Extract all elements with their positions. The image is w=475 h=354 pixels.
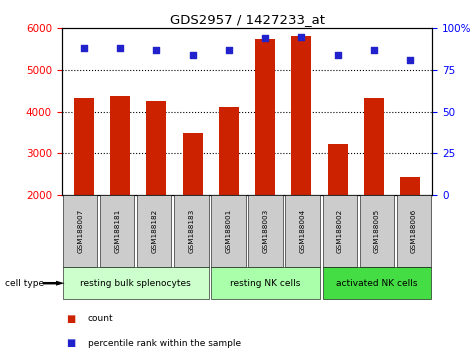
Point	[370, 47, 378, 53]
Text: GSM188001: GSM188001	[226, 209, 231, 253]
Point	[80, 45, 87, 51]
Text: ■: ■	[66, 314, 76, 324]
Text: GSM188182: GSM188182	[152, 209, 157, 253]
Bar	[364, 98, 384, 195]
Text: cell type: cell type	[5, 279, 44, 288]
Text: GSM188005: GSM188005	[374, 209, 380, 253]
Bar	[328, 143, 348, 195]
Bar	[110, 96, 130, 195]
Point	[189, 52, 196, 58]
Title: GDS2957 / 1427233_at: GDS2957 / 1427233_at	[170, 13, 324, 26]
Bar	[219, 107, 239, 195]
Point	[116, 45, 124, 51]
Point	[225, 47, 233, 53]
Text: percentile rank within the sample: percentile rank within the sample	[88, 339, 241, 348]
Text: ■: ■	[66, 338, 76, 348]
Text: GSM188002: GSM188002	[337, 209, 342, 253]
Bar	[292, 36, 312, 195]
Bar	[255, 39, 275, 195]
Point	[407, 57, 414, 63]
Bar	[74, 98, 94, 195]
Bar	[400, 177, 420, 195]
Text: activated NK cells: activated NK cells	[336, 279, 418, 288]
Text: resting bulk splenocytes: resting bulk splenocytes	[80, 279, 191, 288]
Text: GSM188003: GSM188003	[263, 209, 268, 253]
Point	[298, 34, 305, 40]
Point	[261, 35, 269, 41]
Text: GSM188183: GSM188183	[189, 209, 194, 253]
Text: GSM188004: GSM188004	[300, 209, 305, 253]
Text: GSM188181: GSM188181	[114, 209, 120, 253]
Text: resting NK cells: resting NK cells	[230, 279, 301, 288]
Bar	[182, 133, 202, 195]
Point	[334, 52, 342, 58]
Text: count: count	[88, 314, 114, 323]
Text: GSM188006: GSM188006	[411, 209, 417, 253]
Bar	[146, 101, 166, 195]
Point	[152, 47, 160, 53]
Text: GSM188007: GSM188007	[77, 209, 83, 253]
